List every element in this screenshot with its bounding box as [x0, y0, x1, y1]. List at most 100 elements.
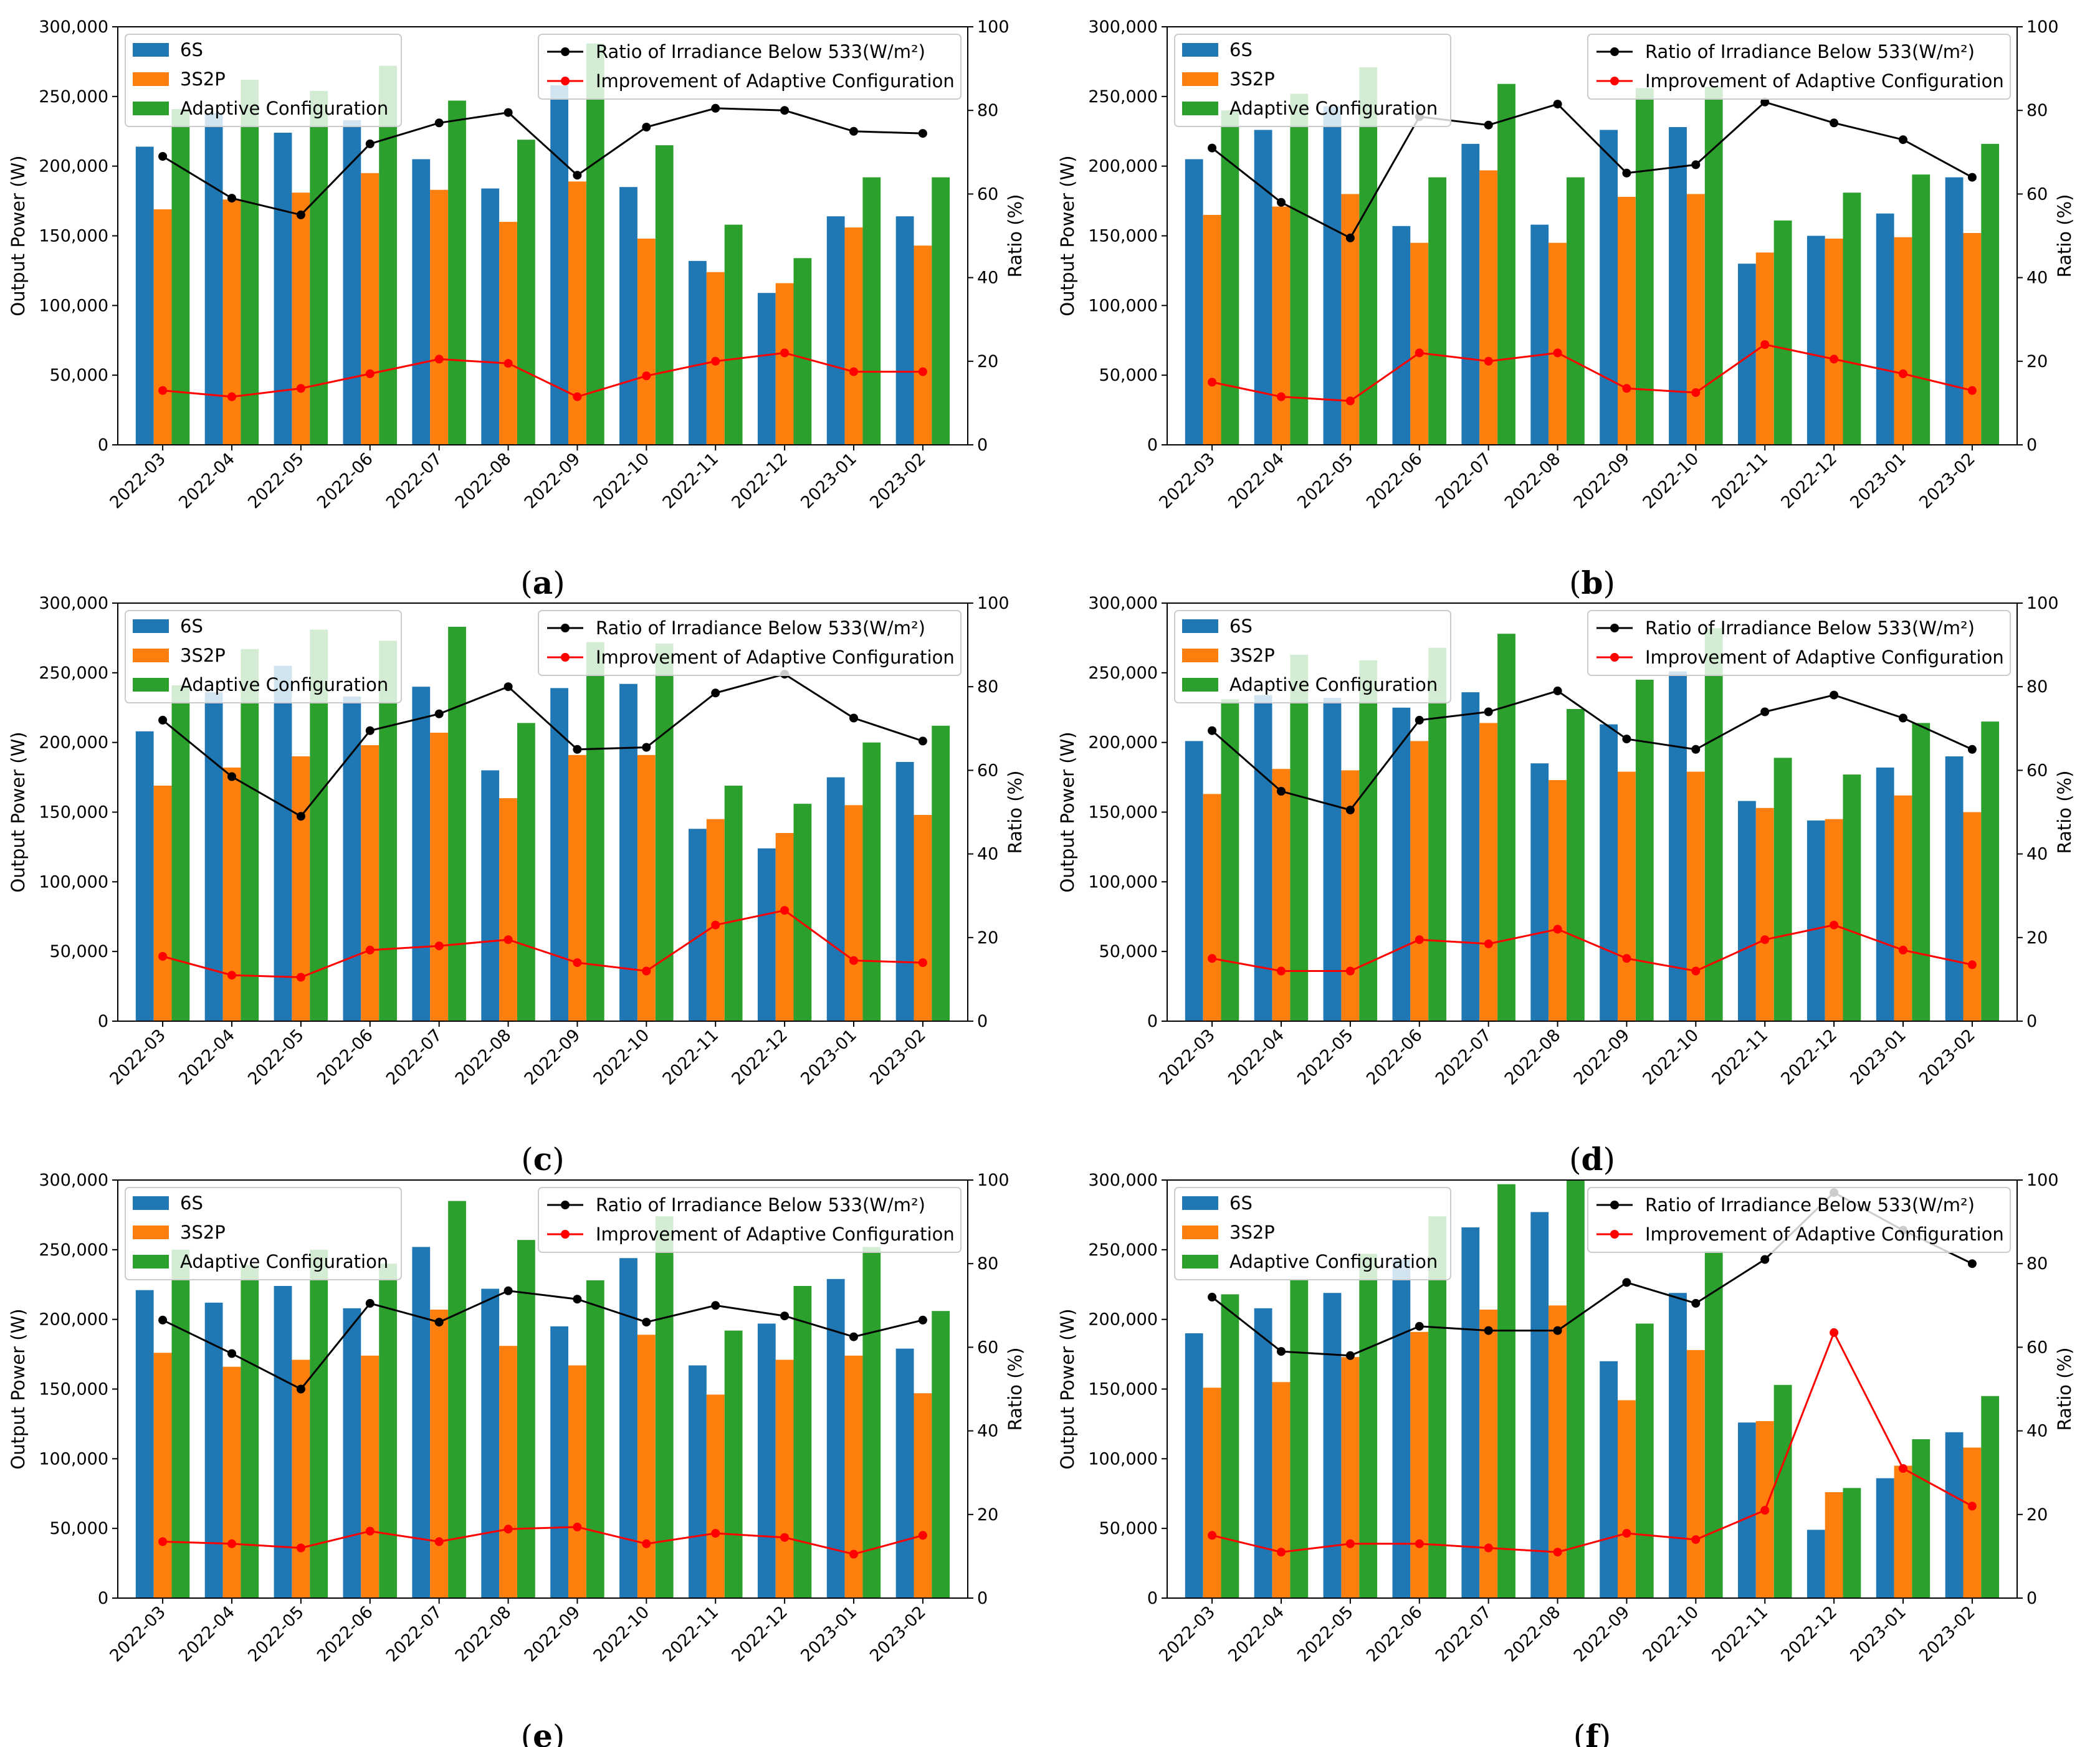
- bar-3s2p: [1825, 239, 1843, 445]
- bar-3s2p: [637, 239, 656, 445]
- ratio-line-point: [711, 103, 720, 113]
- ratio-line-point: [1622, 735, 1631, 744]
- y-axis-label-right: Ratio (%): [2054, 1348, 2075, 1431]
- legend-swatch: [133, 72, 169, 86]
- right-tick-label: 20: [2026, 928, 2048, 948]
- left-tick-label: 0: [1147, 1012, 1158, 1031]
- legend-swatch: [1182, 649, 1218, 662]
- ratio-line-point: [1967, 173, 1977, 182]
- legend-lines: Ratio of Irradiance Below 533(W/m²) Impro…: [1587, 1187, 2011, 1253]
- bar-adaptive: [241, 80, 259, 445]
- right-tick-label: 60: [977, 184, 998, 204]
- legend-swatch: [1182, 619, 1218, 633]
- legend-swatch: [1182, 678, 1218, 692]
- panel-label-paren: (: [521, 1718, 533, 1747]
- bar-3s2p: [1549, 242, 1567, 445]
- bar-6s: [1669, 127, 1687, 445]
- bar-6s: [343, 120, 361, 445]
- bar-6s: [1876, 213, 1894, 445]
- bar-3s2p: [914, 1393, 932, 1598]
- legend-box: [1174, 34, 1451, 127]
- bar-6s: [895, 762, 914, 1021]
- legend-label: Improvement of Adaptive Configuration: [1645, 1224, 2004, 1245]
- x-tick-label: 2023-01: [797, 1026, 861, 1089]
- improvement-line-point: [1691, 388, 1701, 397]
- panel-label-paren: ): [552, 1141, 565, 1178]
- bar-6s: [1254, 130, 1272, 445]
- left-tick-label: 100,000: [39, 1449, 108, 1469]
- ratio-line-point: [227, 1349, 236, 1358]
- right-tick-label: 20: [977, 352, 998, 371]
- legend-swatch: [1182, 102, 1218, 115]
- bar-adaptive: [724, 224, 743, 445]
- panel-label-letter: e: [533, 1718, 553, 1747]
- ratio-line-point: [573, 171, 582, 180]
- bar-3s2p: [499, 1346, 517, 1598]
- right-tick-label: 80: [2026, 1254, 2048, 1273]
- left-tick-label: 300,000: [39, 1171, 108, 1190]
- bar-6s: [274, 133, 292, 445]
- panel-label-letter: f: [1585, 1718, 1601, 1747]
- ratio-line: [162, 107, 923, 216]
- right-tick-label: 60: [977, 761, 998, 780]
- x-tick-label: 2022-04: [1224, 449, 1288, 513]
- right-tick-label: 40: [977, 269, 998, 288]
- improvement-line-point: [1415, 1539, 1424, 1548]
- ratio-line-point: [158, 1315, 168, 1325]
- x-tick-label: 2022-03: [1155, 449, 1219, 513]
- y-axis-label-left: Output Power (W): [1057, 155, 1078, 316]
- ratio-line-point: [1553, 100, 1562, 109]
- bar-3s2p: [1894, 795, 1912, 1021]
- ratio-line-point: [1345, 1351, 1355, 1360]
- ratio-line-point: [504, 108, 513, 117]
- legend-marker: [561, 77, 570, 85]
- x-tick-label: 2022-09: [1570, 1602, 1634, 1666]
- bar-adaptive: [517, 1240, 535, 1598]
- right-tick-label: 20: [2026, 352, 2048, 371]
- ratio-line-point: [1691, 745, 1701, 754]
- legend-box: [538, 1187, 962, 1253]
- bar-adaptive: [1843, 1488, 1861, 1598]
- bar-3s2p: [361, 745, 379, 1021]
- bar-6s: [1461, 143, 1480, 445]
- ratio-line-point: [296, 210, 305, 219]
- legend-swatch: [133, 102, 169, 115]
- improvement-line-point: [296, 1543, 305, 1553]
- bar-3s2p: [222, 767, 241, 1021]
- bar-3s2p: [153, 786, 172, 1021]
- improvement-line-point: [711, 356, 720, 366]
- right-tick-label: 0: [977, 1589, 988, 1608]
- bar-3s2p: [914, 245, 932, 445]
- legend-marker: [1610, 77, 1619, 85]
- right-tick-label: 60: [2026, 184, 2048, 204]
- legend-label: 3S2P: [180, 1222, 226, 1243]
- x-tick-label: 2022-05: [244, 1602, 308, 1666]
- legend-label: Ratio of Irradiance Below 533(W/m²): [596, 1194, 925, 1216]
- panel-label-paren: (: [520, 565, 533, 601]
- bar-6s: [1254, 695, 1272, 1021]
- left-tick-label: 200,000: [39, 157, 108, 176]
- bar-adaptive: [1290, 654, 1309, 1021]
- legend-lines: Ratio of Irradiance Below 533(W/m²) Impro…: [1587, 610, 2011, 676]
- x-tick-label: 2022-05: [244, 1026, 308, 1089]
- legend-swatch: [133, 1255, 169, 1269]
- left-tick-label: 50,000: [1099, 1519, 1158, 1538]
- x-tick-label: 2022-10: [1639, 1602, 1703, 1666]
- panel-label-paren: ): [553, 1718, 565, 1747]
- ratio-line-point: [1760, 1255, 1770, 1264]
- improvement-line-point: [642, 1539, 651, 1548]
- legend-bars: 6S 3S2P Adaptive Configuration: [125, 34, 402, 127]
- improvement-line-point: [780, 906, 790, 915]
- ratio-line-point: [918, 736, 927, 746]
- bar-3s2p: [1203, 214, 1221, 445]
- bar-3s2p: [1686, 771, 1705, 1021]
- legend-bars: 6S 3S2P Adaptive Configuration: [125, 610, 402, 703]
- improvement-line-point: [504, 935, 513, 945]
- bar-6s: [343, 696, 361, 1021]
- legend-label: Improvement of Adaptive Configuration: [1645, 70, 2004, 92]
- bar-6s: [619, 187, 637, 445]
- bar-adaptive: [1773, 758, 1792, 1021]
- bar-6s: [1392, 226, 1411, 445]
- legend-label: 3S2P: [180, 69, 226, 90]
- ratio-line-point: [1415, 1321, 1424, 1331]
